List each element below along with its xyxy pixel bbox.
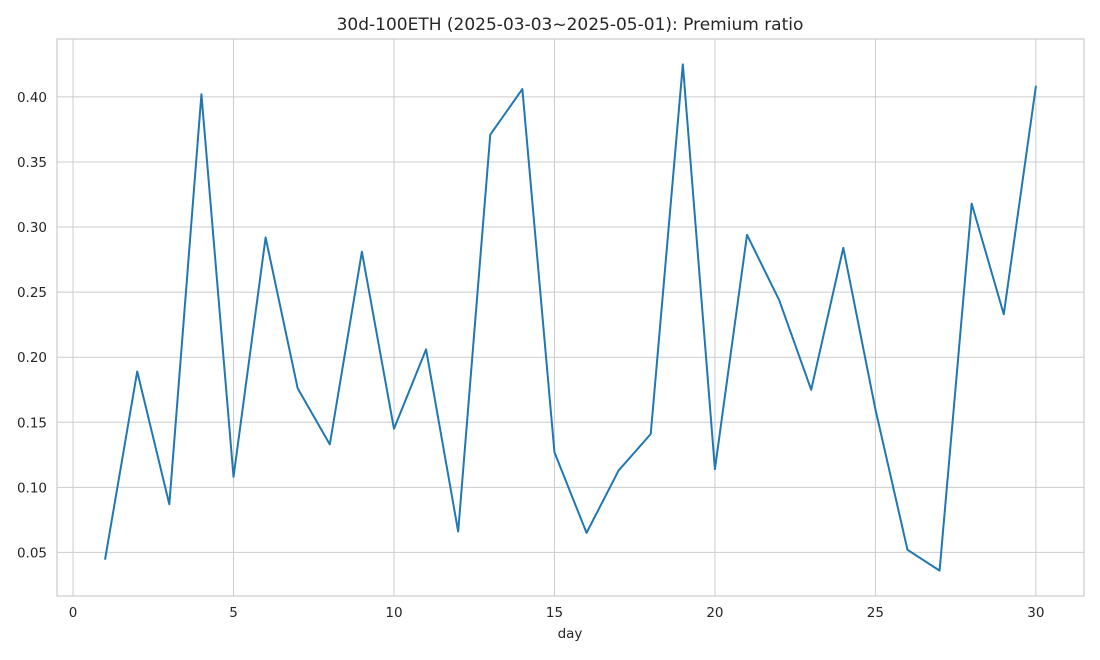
data-point	[681, 62, 685, 66]
data-point	[232, 475, 236, 479]
data-point	[649, 432, 653, 436]
data-point	[970, 202, 974, 206]
x-tick-labels: 0 5 10 15 20 25 30	[69, 605, 1045, 621]
data-point	[328, 442, 332, 446]
plot-area	[56, 38, 1085, 597]
data-point	[809, 388, 813, 392]
data-point	[424, 347, 428, 351]
data-point	[745, 233, 749, 237]
data-point	[135, 370, 139, 374]
y-tick-label: 0.25	[17, 285, 47, 301]
data-point	[488, 133, 492, 137]
data-point	[167, 502, 171, 506]
data-point	[1034, 85, 1038, 89]
y-tick-label: 0.10	[17, 480, 47, 496]
data-point	[713, 467, 717, 471]
data-point	[103, 557, 107, 561]
data-point	[552, 450, 556, 454]
series-line-premium-ratio	[104, 63, 1037, 572]
x-tick-label: 15	[546, 605, 563, 621]
y-tick-label: 0.20	[17, 350, 47, 366]
x-tick-label: 30	[1027, 605, 1044, 621]
x-tick-label: 20	[706, 605, 723, 621]
data-point	[1002, 312, 1006, 316]
data-point	[360, 250, 364, 254]
data-point	[585, 531, 589, 535]
y-tick-labels: 0.05 0.10 0.15 0.20 0.25 0.30 0.35 0.40	[17, 90, 47, 561]
chart-title: 30d-100ETH (2025-03-03~2025-05-01): Prem…	[337, 15, 804, 35]
data-point	[905, 548, 909, 552]
data-point	[777, 298, 781, 302]
x-gridlines	[72, 39, 1037, 596]
data-point	[296, 386, 300, 390]
x-tick-label: 25	[867, 605, 884, 621]
data-point	[520, 87, 524, 91]
data-point	[617, 468, 621, 472]
y-tick-label: 0.05	[17, 545, 47, 561]
y-tick-label: 0.30	[17, 220, 47, 236]
data-point	[199, 92, 203, 96]
y-tick-label: 0.15	[17, 415, 47, 431]
x-tick-label: 10	[385, 605, 402, 621]
y-tick-label: 0.35	[17, 155, 47, 171]
data-point	[873, 407, 877, 411]
y-tick-label: 0.40	[17, 90, 47, 106]
data-point	[456, 530, 460, 534]
x-tick-label: 0	[69, 605, 78, 621]
data-point	[392, 427, 396, 431]
data-point	[841, 246, 845, 250]
x-tick-label: 5	[229, 605, 238, 621]
data-point	[938, 569, 942, 573]
x-axis-label: day	[558, 626, 583, 642]
data-point	[264, 235, 268, 239]
y-gridlines	[57, 96, 1084, 553]
series-layer	[103, 62, 1038, 573]
